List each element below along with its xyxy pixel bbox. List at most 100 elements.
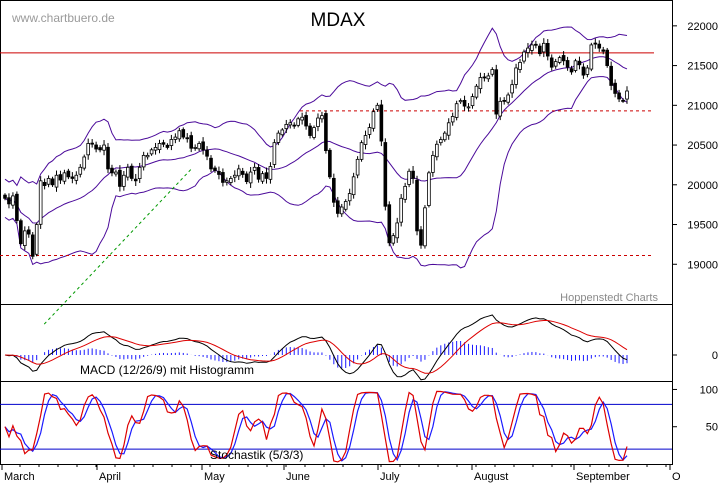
candle-body	[328, 149, 332, 178]
candle	[213, 165, 217, 173]
candle-body	[248, 171, 253, 184]
source-label: Hoppenstedt Charts	[560, 292, 658, 304]
candle-body	[38, 180, 43, 225]
month-label: June	[286, 471, 310, 483]
candle-body	[308, 125, 312, 136]
candle	[193, 144, 197, 151]
candle	[486, 72, 491, 82]
candle-body	[110, 167, 114, 174]
candle	[320, 111, 324, 123]
candle-body	[3, 194, 7, 199]
chart-title: MDAX	[311, 10, 366, 31]
candle	[276, 130, 281, 146]
candle-body	[181, 129, 186, 138]
candle	[621, 98, 625, 103]
candle-body	[312, 127, 316, 138]
candle-body	[54, 174, 59, 188]
candle-body	[553, 61, 558, 67]
candle-body	[561, 55, 566, 62]
candle-body	[133, 178, 138, 182]
candle	[82, 154, 87, 171]
candle	[126, 163, 130, 181]
candle	[145, 152, 150, 160]
month-label: September	[576, 471, 630, 483]
candle-body	[565, 60, 570, 68]
candle	[46, 175, 51, 188]
candle-body	[339, 206, 344, 215]
candle-body	[438, 139, 443, 144]
candle-body	[62, 172, 67, 182]
candle	[122, 170, 126, 191]
candle	[30, 232, 35, 260]
candle-body	[280, 129, 285, 136]
candle-body	[332, 177, 336, 203]
candle	[379, 99, 384, 147]
candle	[236, 164, 241, 180]
candle-body	[423, 207, 427, 247]
candle-body	[288, 122, 293, 126]
candle	[7, 193, 11, 209]
candle	[545, 39, 550, 61]
candle	[38, 176, 43, 229]
candle	[530, 40, 534, 55]
candle	[538, 43, 542, 57]
candle-body	[78, 166, 83, 175]
candle-body	[419, 229, 423, 246]
candle	[86, 138, 90, 160]
candle	[518, 59, 522, 73]
candle	[161, 139, 166, 148]
candle	[498, 97, 503, 121]
candle	[98, 145, 102, 153]
candle-body	[355, 158, 360, 176]
candle	[62, 169, 67, 185]
candle	[625, 86, 629, 104]
candle	[102, 140, 106, 156]
candle	[534, 40, 538, 49]
candle	[268, 162, 273, 184]
candle	[490, 67, 495, 77]
candle-body	[446, 122, 451, 136]
candle	[74, 171, 79, 185]
candle-body	[236, 168, 241, 177]
candle	[3, 193, 7, 201]
candle	[232, 170, 237, 183]
candle	[42, 178, 47, 190]
candle-body	[399, 197, 403, 223]
candle-body	[90, 142, 94, 145]
candle-body	[149, 149, 154, 155]
candle	[339, 203, 344, 217]
month-label: O	[672, 471, 681, 483]
candle	[221, 168, 225, 187]
candle	[217, 166, 221, 180]
price-tick-label: 20000	[687, 180, 718, 192]
candle-body	[387, 204, 392, 244]
candle	[260, 171, 265, 184]
candle	[90, 139, 94, 148]
candle-body	[268, 166, 273, 180]
macd-panel	[4, 314, 628, 381]
candle	[454, 100, 459, 121]
candle	[549, 54, 554, 71]
candle-body	[11, 195, 15, 206]
candle	[442, 131, 447, 142]
candle-body	[502, 99, 506, 102]
watermark: www.chartbuero.de	[11, 11, 115, 25]
candle-body	[379, 104, 384, 142]
candle-body	[256, 167, 261, 180]
candle-body	[205, 149, 209, 157]
candle-body	[573, 60, 578, 71]
candle	[229, 175, 233, 185]
candle-body	[50, 178, 55, 186]
candle-body	[34, 224, 39, 255]
horizontal-levels	[0, 52, 654, 325]
candle-body	[581, 66, 586, 76]
candle-body	[395, 222, 400, 239]
candle-body	[126, 166, 130, 178]
candle-body	[244, 173, 249, 183]
candle	[462, 95, 467, 111]
candle-body	[252, 166, 257, 171]
candle-body	[538, 45, 542, 55]
candle-body	[557, 57, 562, 63]
candle-body	[177, 130, 182, 140]
candle-body	[411, 170, 415, 179]
